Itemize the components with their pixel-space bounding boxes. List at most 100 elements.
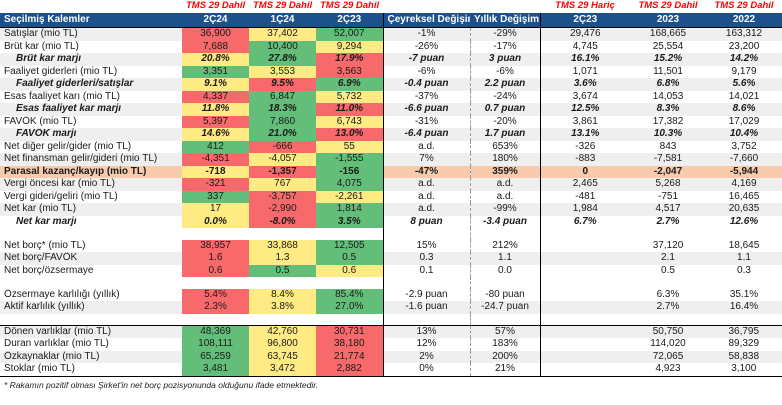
reference-cell xyxy=(540,338,630,351)
reference-cell: 13.1% xyxy=(540,128,630,141)
reference-cell: 3,100 xyxy=(706,363,782,377)
reference-cell xyxy=(540,228,630,240)
change-cell xyxy=(382,313,471,325)
change-cell: 21% xyxy=(470,363,541,377)
table-row: Net diğer gelir/gider (mio TL) 412 -666 55 a… xyxy=(0,140,782,153)
value-cell xyxy=(182,277,249,289)
change-cell: 13% xyxy=(382,324,471,338)
value-cell: 0.0% xyxy=(182,215,249,228)
row-label: Brüt kar (mio TL) xyxy=(4,40,79,52)
value-cell: -718 xyxy=(182,165,249,178)
value-cell: 12,505 xyxy=(316,239,383,252)
col-header-2c23-haric: 2Ç23 xyxy=(540,12,630,28)
col-header-2c24: 2Ç24 xyxy=(182,12,249,28)
value-cell: 108,111 xyxy=(182,338,249,351)
value-cell: 9,294 xyxy=(316,40,383,53)
financial-summary-table: TMS 29 Dahil TMS 29 Dahil TMS 29 Dahil T… xyxy=(0,0,782,390)
value-cell: 1,814 xyxy=(316,203,383,216)
reference-cell: 25,554 xyxy=(652,40,684,52)
selected-items-table: TMS 29 Dahil TMS 29 Dahil TMS 29 Dahil T… xyxy=(0,0,782,377)
change-cell xyxy=(382,228,471,240)
value-cell: 3.5% xyxy=(316,215,383,228)
table-row: FAVÖK (mio TL) 5,397 7,860 6,743 -31% -20% 3,8… xyxy=(0,115,782,128)
value-cell: -3,757 xyxy=(249,190,316,203)
change-cell: 15% xyxy=(382,239,471,252)
col-header-2023: 2023 xyxy=(630,12,706,28)
reference-cell: 168,665 xyxy=(630,27,706,41)
value-cell: 5,397 xyxy=(182,115,249,128)
reference-cell: 36,795 xyxy=(706,324,782,338)
reference-cell: 14.2% xyxy=(706,53,782,66)
table-body: Satışlar (mio TL) 36,900 37,402 52,007 -1% -2… xyxy=(0,27,782,377)
change-cell xyxy=(382,277,471,289)
change-cell: 3 puan xyxy=(470,53,541,66)
row-label: Özsermaye karlılığı (yıllık) xyxy=(4,288,120,300)
value-cell: 42,760 xyxy=(249,324,316,338)
row-label: FAVÖK marjı xyxy=(0,128,182,141)
table-row: Stoklar (mio TL) 3,481 3,472 2,882 0% 21% 4,92… xyxy=(0,363,782,377)
change-cell: a.d. xyxy=(382,140,471,153)
change-cell: -3.4 puan xyxy=(470,215,541,228)
row-label: Net borç/FAVÖK xyxy=(0,252,182,265)
value-cell: 3,553 xyxy=(249,65,316,78)
reference-cell: 10.3% xyxy=(630,128,706,141)
value-cell: 7,860 xyxy=(249,115,316,128)
value-cell: 3,563 xyxy=(316,65,383,78)
table-row: Net borç/FAVÖK 1.6 1.3 0.5 0.3 1.1 2.1 1.1 xyxy=(0,252,782,265)
value-cell: -156 xyxy=(316,165,383,178)
value-cell: 5,732 xyxy=(316,90,383,103)
row-label: Özkaynaklar (mio TL) xyxy=(0,350,182,363)
table-row: Aktif karlılık (yıllık) 2.3% 3.8% 27.0% -1.6… xyxy=(0,301,782,314)
reference-cell xyxy=(540,240,630,253)
value-cell: 3,351 xyxy=(182,65,249,78)
row-label xyxy=(0,277,182,289)
change-cell: a.d. xyxy=(470,178,541,191)
row-label: Faaliyet giderleri/satışlar xyxy=(0,78,182,91)
table-row: Net kar (mio TL) 17 -2,990 1,814 a.d. -99% 1,9… xyxy=(0,203,782,216)
reference-cell xyxy=(540,324,630,338)
value-cell: -2,990 xyxy=(249,203,316,216)
value-cell xyxy=(182,313,249,325)
reference-cell: 1,071 xyxy=(572,65,598,77)
change-cell: -24.7 puan xyxy=(470,301,541,314)
reference-cell xyxy=(540,252,630,265)
value-cell: 8.4% xyxy=(249,288,316,301)
reference-cell: 2,465 xyxy=(540,178,630,191)
value-cell: 337 xyxy=(182,190,249,203)
change-cell: -37% xyxy=(382,90,471,103)
reference-cell: 12.5% xyxy=(540,103,630,116)
row-label: Aktif karlılık (yıllık) xyxy=(0,301,182,314)
value-cell: -1,357 xyxy=(249,165,316,178)
change-cell: -26% xyxy=(382,40,471,53)
change-cell: -20% xyxy=(470,115,541,128)
change-cell: 0.1 xyxy=(382,264,471,277)
reference-cell: 2.7% xyxy=(656,215,680,227)
value-cell: 4,075 xyxy=(316,178,383,191)
value-cell: 63,745 xyxy=(249,350,316,363)
value-cell: 55 xyxy=(316,140,383,153)
value-cell: 0.6 xyxy=(316,264,383,277)
reference-cell xyxy=(540,277,630,289)
change-cell: -80 puan xyxy=(470,288,541,301)
value-cell xyxy=(316,313,383,325)
value-cell: 27.8% xyxy=(249,53,316,66)
reference-cell: 2.1 xyxy=(630,252,706,265)
change-cell: 180% xyxy=(470,153,541,166)
reference-cell: 15.2% xyxy=(630,53,706,66)
value-cell: 9.1% xyxy=(182,78,249,91)
reference-cell xyxy=(706,228,782,240)
reference-cell xyxy=(540,289,630,302)
value-cell xyxy=(316,228,383,240)
reference-cell: 89,329 xyxy=(706,338,782,351)
value-cell: 17 xyxy=(182,203,249,216)
value-cell: 27.0% xyxy=(316,301,383,314)
table-row: Esas faaliyet karı (mio TL) 4,337 6,847 5,7… xyxy=(0,90,782,103)
row-label: Net borç/özsermaye xyxy=(4,264,94,276)
col-header-1c24: 1Ç24 xyxy=(249,12,316,28)
reference-cell: 8.3% xyxy=(630,103,706,116)
change-cell: 0.3 xyxy=(382,252,471,265)
row-label: Faaliyet giderleri (mio TL) xyxy=(4,65,118,77)
value-cell: 10,400 xyxy=(249,40,316,53)
change-cell: -99% xyxy=(470,203,541,216)
value-cell: -4,057 xyxy=(249,153,316,166)
